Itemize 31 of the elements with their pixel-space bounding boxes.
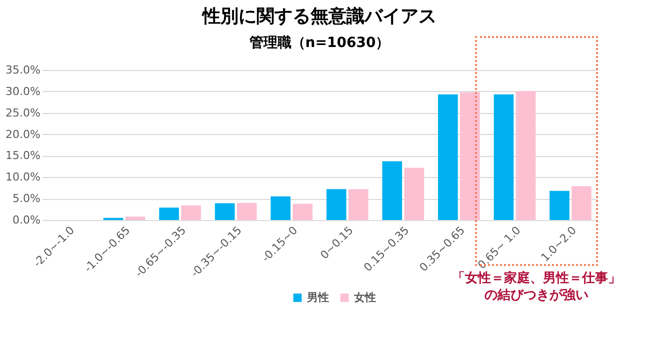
bar xyxy=(326,189,346,220)
bar xyxy=(181,205,201,220)
legend-label: 男性 xyxy=(306,290,329,304)
legend-label: 女性 xyxy=(353,290,376,304)
y-tick-label: 5.0% xyxy=(12,192,40,206)
y-tick-label: 30.0% xyxy=(6,84,40,98)
bar xyxy=(348,189,368,220)
bar xyxy=(236,202,257,220)
chart-subtitle: 管理職（n=10630） xyxy=(248,34,390,51)
y-tick-label: 15.0% xyxy=(6,149,40,162)
bar xyxy=(404,168,424,220)
bar xyxy=(159,208,179,220)
bar xyxy=(270,196,291,220)
bar xyxy=(382,161,402,220)
chart-title: 性別に関する無意識バイアス xyxy=(202,6,436,27)
y-tick-label: 10.0% xyxy=(6,170,40,184)
bar xyxy=(550,190,570,220)
bar xyxy=(460,92,480,220)
bar xyxy=(494,94,514,220)
y-tick-label: 0.0% xyxy=(12,214,40,226)
bar xyxy=(125,216,146,220)
text: の結びつきが強い xyxy=(484,288,589,303)
bar xyxy=(572,186,592,220)
bar xyxy=(292,204,313,220)
bar xyxy=(214,203,235,220)
text: 「女性＝家庭、男性＝仕事」 xyxy=(452,271,622,286)
y-tick-label: 25.0% xyxy=(6,106,40,120)
y-tick-label: 35.0% xyxy=(6,64,40,76)
bar xyxy=(516,91,536,220)
bar xyxy=(438,94,458,220)
y-tick-label: 20.0% xyxy=(6,128,40,141)
